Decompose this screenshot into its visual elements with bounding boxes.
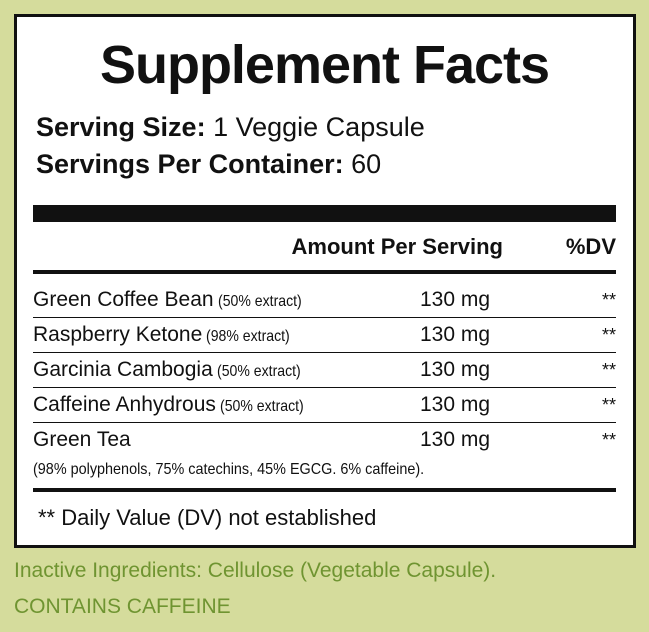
inactive-ingredients: Inactive Ingredients: Cellulose (Vegetab… xyxy=(14,559,497,582)
ingredient-row: Raspberry Ketone (98% extract) 130 mg ** xyxy=(33,321,616,349)
extract: (50% extract) xyxy=(216,363,301,380)
daily-value: ** xyxy=(601,360,616,380)
rule xyxy=(33,270,616,274)
thick-rule xyxy=(33,205,616,222)
amount: 130 mg xyxy=(420,358,491,381)
extract: (50% extract) xyxy=(219,398,304,415)
ingredient-name: Raspberry Ketone xyxy=(33,323,203,346)
row-separator xyxy=(33,422,616,423)
value: 60 xyxy=(351,149,382,179)
label: Servings Per Container: xyxy=(36,149,344,179)
row-separator xyxy=(33,352,616,353)
column-header: Amount Per Serving xyxy=(291,234,503,259)
amount: 130 mg xyxy=(420,288,491,311)
servings-per-container: Servings Per Container: 60 xyxy=(36,149,381,180)
serving-size: Serving Size: 1 Veggie Capsule xyxy=(36,112,425,143)
ingredient-row: Green Tea 130 mg ** xyxy=(33,426,616,454)
column-header: %DV xyxy=(565,234,616,259)
note: (98% polyphenols, 75% catechins, 45% EGC… xyxy=(33,461,425,478)
footnote: ** Daily Value (DV) not established xyxy=(38,505,377,530)
ingredient-name: Green Coffee Bean xyxy=(33,288,214,311)
amount: 130 mg xyxy=(420,393,491,416)
ingredient-row: Green Coffee Bean (50% extract) 130 mg ** xyxy=(33,286,616,314)
row-separator xyxy=(33,387,616,388)
rule xyxy=(33,488,616,492)
daily-value: ** xyxy=(601,290,616,310)
title: Supplement Facts xyxy=(99,35,550,95)
ingredient-name: Green Tea xyxy=(33,428,131,451)
ingredient-row: Garcinia Cambogia (50% extract) 130 mg ** xyxy=(33,356,616,384)
warning: CONTAINS CAFFEINE xyxy=(14,595,231,618)
extract: (50% extract) xyxy=(217,293,302,310)
daily-value: ** xyxy=(601,325,616,345)
amount: 130 mg xyxy=(420,428,491,451)
amount: 130 mg xyxy=(420,323,491,346)
value: 1 Veggie Capsule xyxy=(213,112,425,142)
row-separator xyxy=(33,317,616,318)
ingredient-name: Caffeine Anhydrous xyxy=(33,393,216,416)
ingredient-name: Garcinia Cambogia xyxy=(33,358,213,381)
daily-value: ** xyxy=(601,395,616,415)
label: Serving Size: xyxy=(36,112,206,142)
extract: (98% extract) xyxy=(206,328,290,345)
label-panel xyxy=(14,14,636,548)
daily-value: ** xyxy=(601,430,616,450)
ingredient-row: Caffeine Anhydrous (50% extract) 130 mg ** xyxy=(33,391,616,419)
